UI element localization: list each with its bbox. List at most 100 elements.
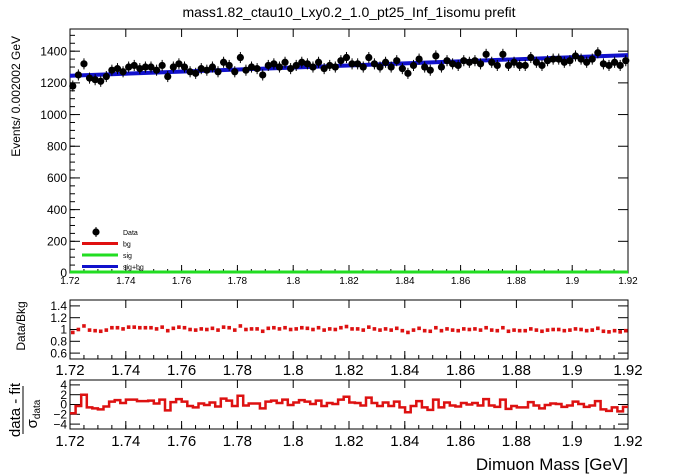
data-point bbox=[247, 63, 256, 71]
data-point bbox=[180, 63, 189, 71]
x-tick-label: 1.86 bbox=[446, 433, 475, 450]
ratio-point bbox=[266, 326, 271, 331]
ratio-point bbox=[126, 325, 131, 329]
ratio-point bbox=[484, 325, 488, 330]
ratio-point bbox=[523, 328, 528, 333]
y-tick-label: 1.2 bbox=[50, 311, 67, 325]
ratio-point bbox=[98, 329, 103, 334]
ratio-point bbox=[70, 330, 75, 335]
data-point bbox=[303, 60, 311, 68]
ratio-point bbox=[350, 327, 354, 331]
ratio-point bbox=[182, 325, 187, 330]
ratio-point bbox=[372, 327, 377, 331]
data-point bbox=[493, 61, 501, 70]
data-point bbox=[169, 63, 177, 71]
ratio-point bbox=[311, 327, 315, 332]
data-point bbox=[555, 55, 563, 63]
ratio-point bbox=[529, 327, 533, 331]
data-point bbox=[69, 82, 77, 90]
ratio-panel: Data/Bkg 1.72 1.74 1.76 1.78 1.8 1.82 1.84 1.86… bbox=[14, 299, 643, 379]
data-point bbox=[231, 68, 239, 76]
data-point bbox=[560, 58, 568, 66]
data-point bbox=[147, 63, 155, 71]
data-point bbox=[253, 65, 261, 73]
data-point bbox=[197, 65, 205, 73]
data-point bbox=[331, 63, 339, 71]
ratio-point bbox=[160, 325, 164, 329]
y-tick-label: 2 bbox=[60, 388, 67, 402]
ratio-point bbox=[456, 328, 460, 333]
ratio-point bbox=[333, 327, 338, 332]
x-tick-label: 1.74 bbox=[111, 433, 140, 450]
x-tick-label: 1.9 bbox=[565, 276, 579, 287]
pull-ylabel-denominator: σdata bbox=[24, 399, 43, 428]
data-point bbox=[119, 68, 127, 76]
ratio-point bbox=[87, 328, 92, 332]
ratio-point bbox=[93, 328, 97, 333]
data-point bbox=[599, 60, 608, 68]
ratio-point bbox=[473, 327, 477, 331]
ratio-point bbox=[406, 330, 410, 335]
y-tick-label: 0 bbox=[60, 266, 67, 280]
data-point bbox=[136, 65, 144, 73]
data-point bbox=[91, 76, 99, 84]
data-point bbox=[298, 58, 306, 66]
x-tick-label: 1.8 bbox=[283, 362, 304, 379]
ratio-point bbox=[540, 329, 544, 334]
data-point bbox=[264, 61, 272, 70]
ratio-point bbox=[623, 328, 628, 333]
ratio-axis-ticks: 1.72 1.74 1.76 1.78 1.8 1.82 1.84 1.86 1.88 1.9 1.… bbox=[50, 299, 642, 379]
data-point bbox=[326, 61, 334, 70]
ratio-point bbox=[573, 327, 578, 331]
x-tick-label: 1.8 bbox=[286, 276, 300, 287]
data-point bbox=[465, 58, 473, 66]
ratio-point bbox=[149, 325, 153, 330]
legend-label: sig bbox=[123, 253, 132, 260]
ratio-point bbox=[260, 329, 265, 334]
data-point bbox=[404, 69, 412, 77]
data-point bbox=[577, 55, 585, 63]
data-point bbox=[437, 63, 446, 71]
data-point bbox=[610, 58, 619, 66]
data-point bbox=[203, 66, 211, 74]
ratio-point bbox=[316, 325, 321, 330]
data-point bbox=[471, 57, 479, 65]
data-point bbox=[521, 61, 529, 70]
data-point bbox=[449, 60, 457, 68]
ratio-point bbox=[562, 328, 567, 333]
ratio-point bbox=[177, 325, 181, 329]
legend-label: sig+bg bbox=[123, 265, 144, 272]
ratio-point bbox=[339, 325, 343, 330]
ratio-point bbox=[579, 327, 583, 332]
ratio-point bbox=[517, 328, 522, 333]
data-point bbox=[588, 55, 596, 63]
x-tick-label: 1.76 bbox=[167, 362, 196, 379]
ratio-point bbox=[450, 328, 455, 332]
ratio-point bbox=[322, 328, 326, 332]
ratio-point bbox=[221, 325, 226, 329]
ratio-point bbox=[367, 325, 371, 329]
ratio-point bbox=[132, 325, 137, 329]
ratio-point bbox=[478, 328, 483, 332]
x-tick-label: 1.82 bbox=[334, 362, 363, 379]
main-data-points bbox=[69, 47, 630, 92]
ratio-point bbox=[104, 328, 109, 332]
data-point bbox=[387, 63, 395, 71]
data-point bbox=[543, 57, 552, 65]
x-tick-label: 1.82 bbox=[334, 433, 363, 450]
ratio-point bbox=[277, 327, 282, 331]
ratio-point bbox=[171, 326, 176, 331]
x-tick-label: 1.74 bbox=[111, 362, 140, 379]
ratio-point bbox=[439, 328, 444, 333]
legend-label: Data bbox=[123, 230, 138, 237]
y-tick-label: 4 bbox=[60, 378, 67, 392]
data-point bbox=[281, 58, 289, 66]
ratio-point bbox=[355, 327, 360, 331]
pull-ylabel-numerator: data - fit bbox=[7, 382, 24, 437]
ratio-plot-frame bbox=[69, 299, 629, 360]
main-fit-curves bbox=[69, 53, 629, 274]
data-point bbox=[192, 69, 200, 77]
ratio-point bbox=[76, 327, 81, 332]
ratio-point bbox=[294, 327, 299, 331]
ratio-point bbox=[590, 328, 595, 332]
